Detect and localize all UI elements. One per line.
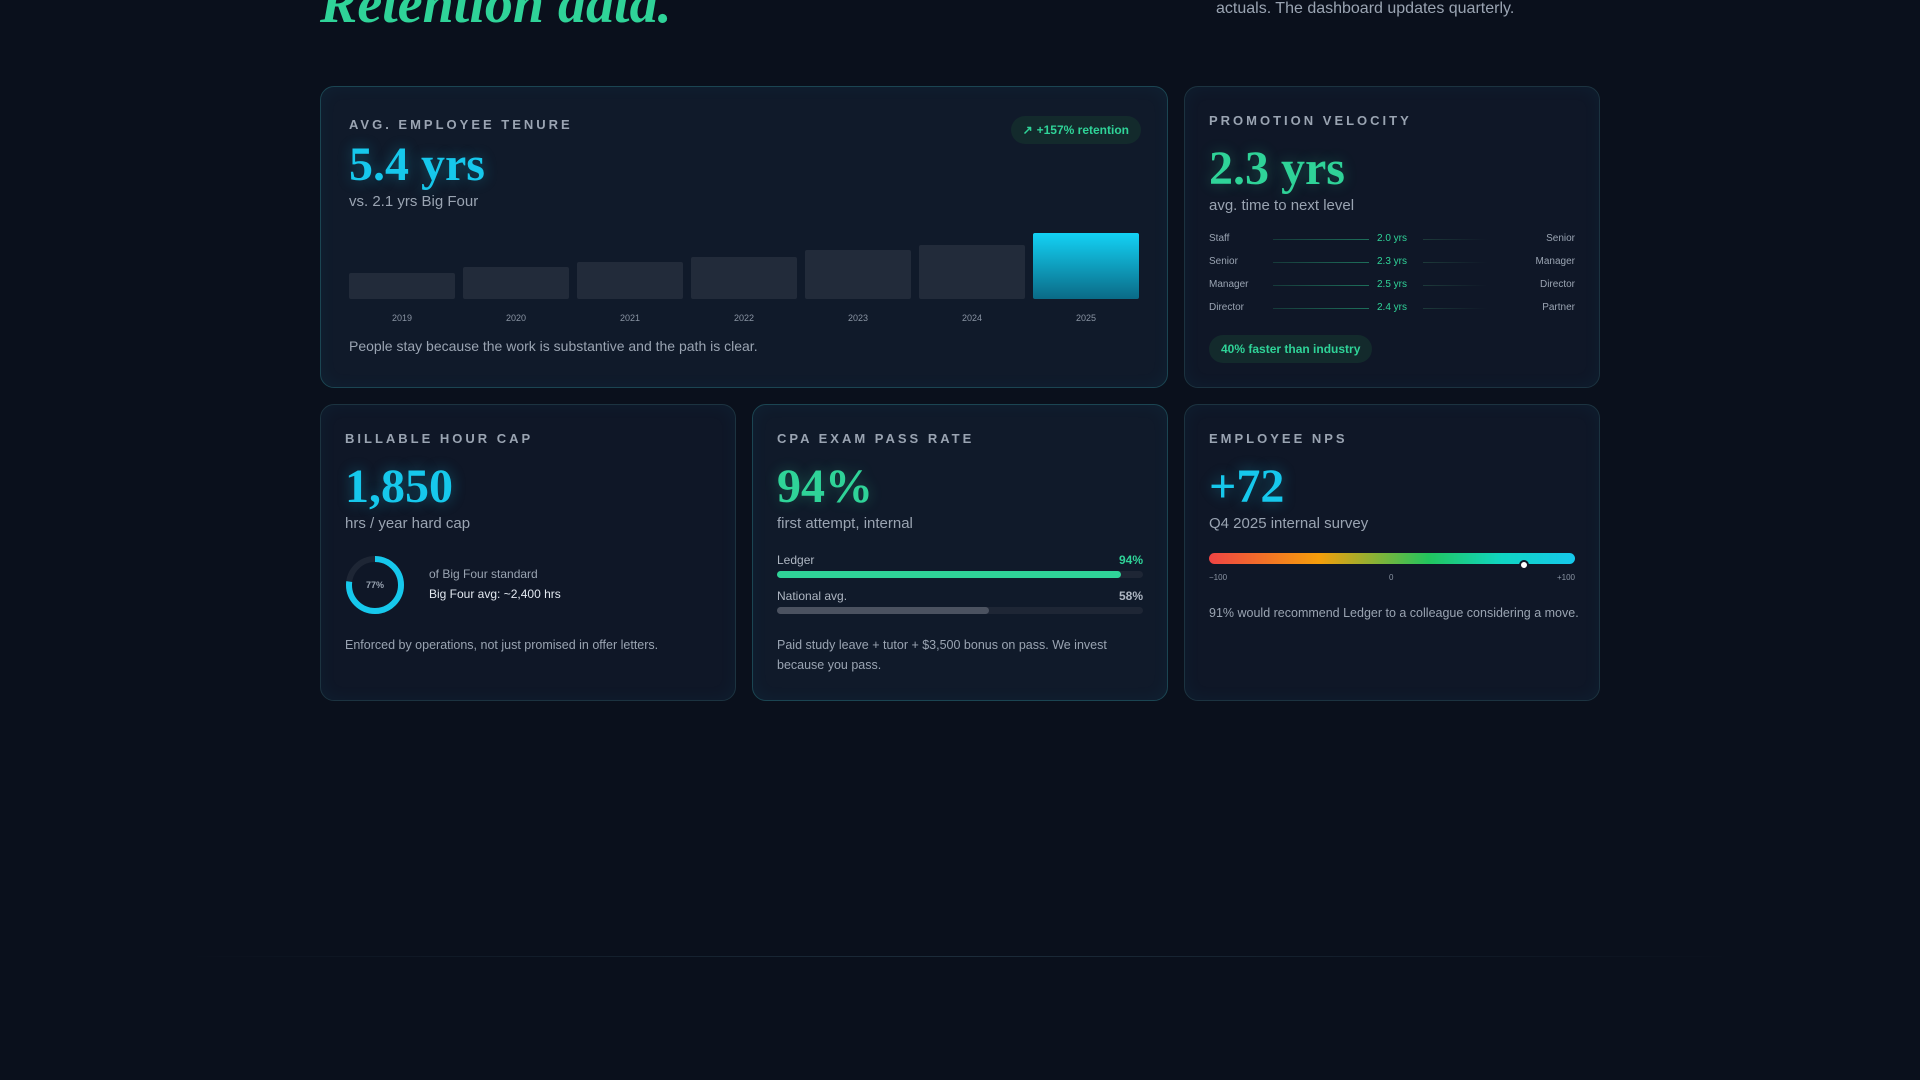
retention-badge-text: +157% retention [1036, 123, 1129, 137]
promotion-from: Senior [1209, 256, 1238, 267]
nps-card: EMPLOYEE NPS +72 Q4 2025 internal survey… [1184, 404, 1600, 701]
promotion-row: Senior 2.3 yrs Manager [1209, 256, 1575, 272]
promotion-from: Staff [1209, 233, 1230, 244]
nps-subtitle: Q4 2025 internal survey [1209, 515, 1369, 532]
promotion-connector-left [1273, 239, 1369, 240]
nps-value: +72 [1209, 460, 1285, 513]
billable-ring-chart: 77% [346, 556, 404, 614]
promotion-row: Staff 2.0 yrs Senior [1209, 233, 1575, 249]
nps-gradient-scale [1209, 553, 1575, 564]
promotion-time: 2.4 yrs [1377, 302, 1408, 313]
promotion-row: Director 2.4 yrs Partner [1209, 302, 1575, 318]
cpa-bar-row: Ledger 94% [777, 553, 1143, 578]
nps-label: EMPLOYEE NPS [1209, 431, 1348, 446]
cpa-bar-track [777, 571, 1143, 578]
bar-2020 [463, 267, 569, 299]
tenure-value: 5.4 yrs [349, 138, 485, 191]
cpa-bar-track [777, 607, 1143, 614]
nps-footer: 91% would recommend Ledger to a colleagu… [1209, 606, 1579, 620]
promotion-to: Senior [1546, 233, 1575, 244]
cpa-card: CPA EXAM PASS RATE 94% first attempt, in… [752, 404, 1168, 701]
cpa-subtitle: first attempt, internal [777, 515, 913, 532]
bar-2019 [349, 273, 455, 299]
promotion-from: Manager [1209, 279, 1249, 290]
billable-value: 1,850 [345, 460, 453, 513]
promotion-connector-left [1273, 285, 1369, 286]
bar-label-2020: 2020 [505, 313, 527, 323]
promotion-row: Manager 2.5 yrs Director [1209, 279, 1575, 295]
retention-badge: ↗ +157% retention [1010, 116, 1141, 144]
tenure-footer: People stay because the work is substant… [349, 338, 758, 354]
cpa-bar-name: National avg. [777, 589, 848, 603]
promotion-connector-right [1423, 285, 1487, 286]
cpa-bar-fill [777, 607, 990, 614]
tenure-bar-chart: 2019 2020 2021 2022 2023 2024 2025 [349, 233, 1139, 323]
hero-title: Retention data. [320, 0, 672, 35]
billable-subtitle: hrs / year hard cap [345, 515, 471, 532]
footer-divider [180, 956, 1740, 957]
bar-2021 [577, 262, 683, 299]
promotion-label: PROMOTION VELOCITY [1209, 113, 1412, 128]
cpa-bar-row: National avg. 58% [777, 589, 1143, 614]
billable-label: BILLABLE HOUR CAP [345, 431, 534, 446]
cpa-label: CPA EXAM PASS RATE [777, 431, 975, 446]
bar-2022 [691, 257, 797, 299]
tenure-label: AVG. EMPLOYEE TENURE [349, 117, 573, 132]
billable-card: BILLABLE HOUR CAP 1,850 hrs / year hard … [320, 404, 736, 701]
cpa-bar-fill [777, 571, 1122, 578]
cpa-bar-pct: 58% [1118, 589, 1143, 603]
hero-description: actuals. The dashboard updates quarterly… [1216, 0, 1515, 17]
promotion-to: Partner [1542, 302, 1575, 313]
ring-note: Big Four avg: ~2,400 hrs [429, 587, 561, 601]
bar-label-2024: 2024 [961, 313, 983, 323]
bar-2023 [805, 250, 911, 299]
cpa-value: 94% [777, 460, 873, 513]
nps-score-marker [1518, 560, 1529, 570]
promotion-to: Manager [1535, 256, 1575, 267]
bar-label-2022: 2022 [733, 313, 755, 323]
bar-2025 [1033, 233, 1139, 299]
promotion-time: 2.0 yrs [1377, 233, 1408, 244]
promotion-connector-right [1423, 262, 1487, 263]
bar-label-2019: 2019 [391, 313, 413, 323]
nps-tick-mid: 0 [1389, 573, 1394, 582]
promotion-subtitle: avg. time to next level [1209, 197, 1355, 214]
cpa-bar-name: Ledger [777, 553, 815, 567]
nps-tick-max: +100 [1556, 573, 1575, 582]
promotion-card: PROMOTION VELOCITY 2.3 yrs avg. time to … [1184, 86, 1600, 388]
cpa-footer: Paid study leave + tutor + $3,500 bonus … [777, 638, 1107, 672]
bar-label-2025: 2025 [1075, 313, 1097, 323]
ring-label: 77% [366, 580, 384, 590]
promotion-time: 2.5 yrs [1377, 279, 1408, 290]
promotion-from: Director [1209, 302, 1245, 313]
promotion-connector-left [1273, 308, 1369, 309]
nps-tick-min: −100 [1209, 573, 1228, 582]
promotion-badge: 40% faster than industry [1209, 335, 1373, 363]
billable-footer: Enforced by operations, not just promise… [345, 638, 659, 652]
cpa-bar-pct: 94% [1118, 553, 1143, 567]
promotion-connector-right [1423, 239, 1487, 240]
tenure-subtitle: vs. 2.1 yrs Big Four [349, 193, 479, 210]
promotion-connector-right [1423, 308, 1487, 309]
promotion-connector-left [1273, 262, 1369, 263]
promotion-value: 2.3 yrs [1209, 142, 1345, 195]
bar-2024 [919, 245, 1025, 299]
promotion-to: Director [1539, 279, 1575, 290]
arrow-up-right-icon: ↗ [1022, 123, 1033, 137]
promotion-time: 2.3 yrs [1377, 256, 1408, 267]
ring-arc [346, 556, 404, 614]
bar-label-2021: 2021 [619, 313, 641, 323]
tenure-card: AVG. EMPLOYEE TENURE ↗ +157% retention 5.… [320, 86, 1168, 388]
ring-caption: of Big Four standard [429, 567, 538, 581]
bar-label-2023: 2023 [847, 313, 869, 323]
